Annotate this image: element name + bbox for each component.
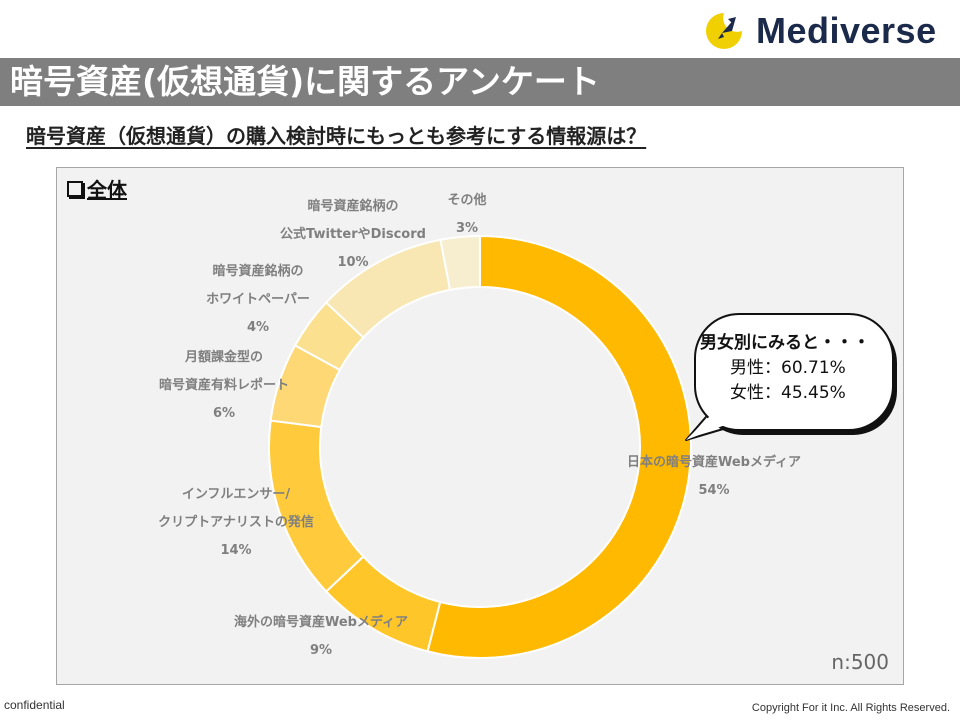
- slice-label-line: 日本の暗号資産Webメディア: [627, 454, 801, 470]
- slice-label-line: 暗号資産銘柄の: [212, 263, 303, 279]
- logo: Mediverse: [702, 8, 952, 54]
- panel-label: 全体: [67, 174, 127, 203]
- panel-label-text: 全体: [87, 178, 127, 202]
- pie-slice-0: [426, 234, 692, 659]
- pie-slice-6: [439, 234, 481, 292]
- slice-value-label: 9%: [310, 643, 332, 658]
- slice-label-line: 公式TwitterやDiscord: [280, 226, 426, 242]
- callout-heading: 男女別にみると・・・: [700, 333, 870, 353]
- slice-label-1: 海外の暗号資産Webメディア 9%: [234, 614, 408, 658]
- slice-value-label: 54%: [698, 483, 729, 498]
- logo-text: Mediverse: [756, 10, 937, 51]
- checkbox-icon: [67, 180, 83, 197]
- slice-label-line: 月額課金型の: [184, 349, 263, 365]
- slice-label-line: クリプトアナリストの発信: [158, 514, 314, 530]
- rocket-moon-icon: [706, 13, 742, 49]
- sample-size: n:500: [831, 650, 889, 674]
- footer-confidential: confidential: [4, 698, 65, 712]
- page-title: 暗号資産(仮想通貨)に関するアンケート: [0, 58, 960, 106]
- slice-label-line: 暗号資産有料レポート: [159, 377, 289, 393]
- slice-label-line: 暗号資産銘柄の: [307, 198, 398, 214]
- slice-value-label: 10%: [337, 255, 368, 270]
- slice-label-line: その他: [447, 192, 486, 208]
- callout-male: 男性：60.71%: [730, 358, 846, 378]
- page-subtitle: 暗号資産（仮想通貨）の購入検討時にもっとも参考にする情報源は？: [26, 124, 647, 148]
- slice-value-label: 4%: [247, 320, 269, 335]
- slice-value-label: 6%: [213, 406, 235, 421]
- footer-copyright: Copyright For it Inc. All Rights Reserve…: [751, 702, 950, 714]
- slice-value-label: 14%: [220, 543, 251, 558]
- callout-female: 女性：45.45%: [730, 383, 846, 403]
- callout-text: 男女別にみると・・・ 男性：60.71% 女性：45.45%: [700, 328, 900, 403]
- slice-label-line: ホワイトペーパー: [206, 292, 310, 307]
- slice-label-2: インフルエンサー/クリプトアナリストの発信 14%: [158, 487, 314, 558]
- slice-label-6: その他 3%: [447, 192, 486, 236]
- slice-label-line: インフルエンサー/: [182, 487, 291, 502]
- slice-value-label: 3%: [456, 221, 478, 236]
- slice-label-line: 海外の暗号資産Webメディア: [234, 614, 408, 630]
- slice-label-0: 日本の暗号資産Webメディア 54%: [627, 454, 801, 498]
